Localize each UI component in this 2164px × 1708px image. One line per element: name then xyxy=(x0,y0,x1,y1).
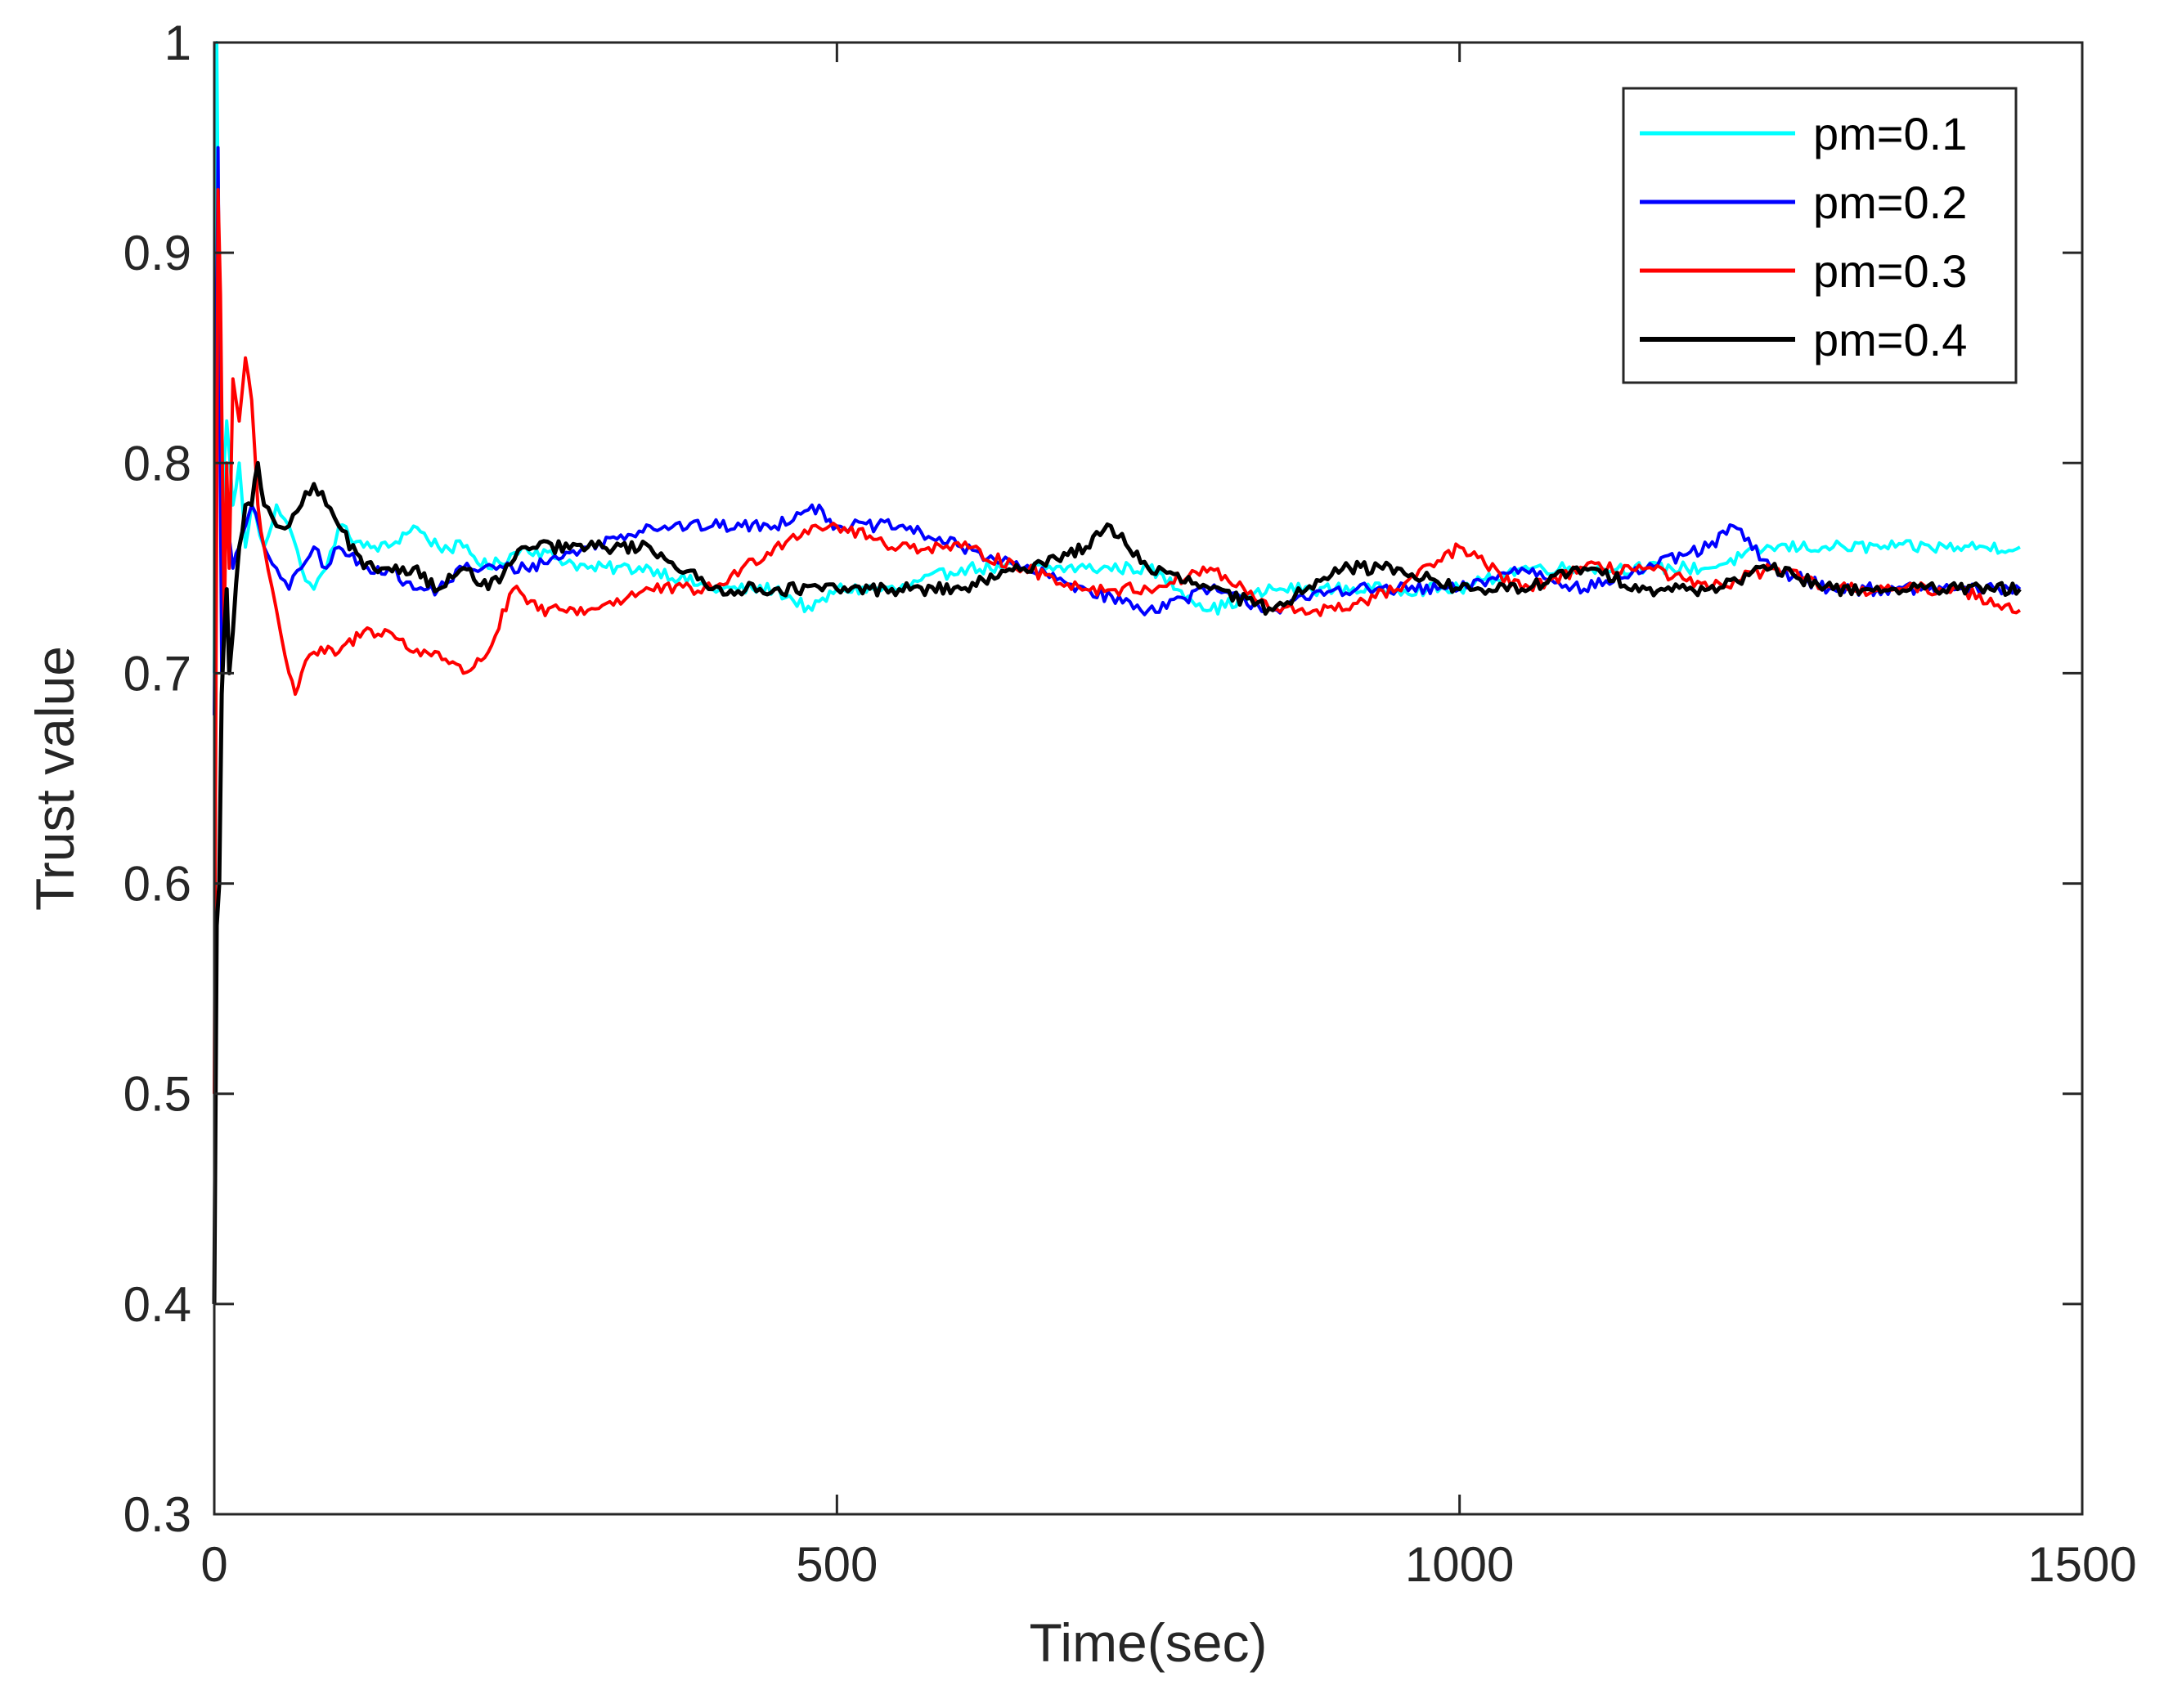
legend-box xyxy=(1622,87,2018,384)
y-axis: 0.3 0.4 0.5 0.6 0.7 0.8 0.9 1 xyxy=(123,16,2082,1542)
y-tick-label: 0.7 xyxy=(123,646,191,701)
x-tick-label: 0 xyxy=(200,1537,227,1592)
plot-area-frame xyxy=(213,41,2084,1516)
y-tick-label: 0.9 xyxy=(123,226,191,280)
x-axis: 0 500 1000 1500 xyxy=(200,43,2137,1592)
x-tick-label: 1500 xyxy=(2027,1537,2136,1592)
series-line-pm-0-4 xyxy=(212,460,2022,1304)
series-layer xyxy=(212,41,2022,1304)
legend-label: pm=0.2 xyxy=(1813,177,1967,228)
legend: pm=0.1 pm=0.2 pm=0.3 pm=0.4 xyxy=(1622,87,2018,384)
legend-label: pm=0.4 xyxy=(1813,314,1967,365)
x-tick-label: 500 xyxy=(796,1537,878,1592)
legend-label: pm=0.1 xyxy=(1813,108,1967,159)
y-tick-label: 0.6 xyxy=(123,857,191,912)
series-line-pm-0-1 xyxy=(213,41,2021,674)
x-tick-label: 1000 xyxy=(1405,1537,1514,1592)
y-axis-label: Trust value xyxy=(25,646,85,911)
series-line-pm-0-3 xyxy=(213,188,2022,1094)
y-tick-label: 0.3 xyxy=(123,1487,191,1542)
y-tick-label: 0.5 xyxy=(123,1067,191,1122)
y-tick-label: 1 xyxy=(164,16,191,70)
y-tick-label: 0.8 xyxy=(123,436,191,491)
x-axis-label: Time(sec) xyxy=(1030,1612,1268,1673)
y-tick-label: 0.4 xyxy=(123,1277,191,1332)
legend-label: pm=0.3 xyxy=(1813,245,1967,297)
